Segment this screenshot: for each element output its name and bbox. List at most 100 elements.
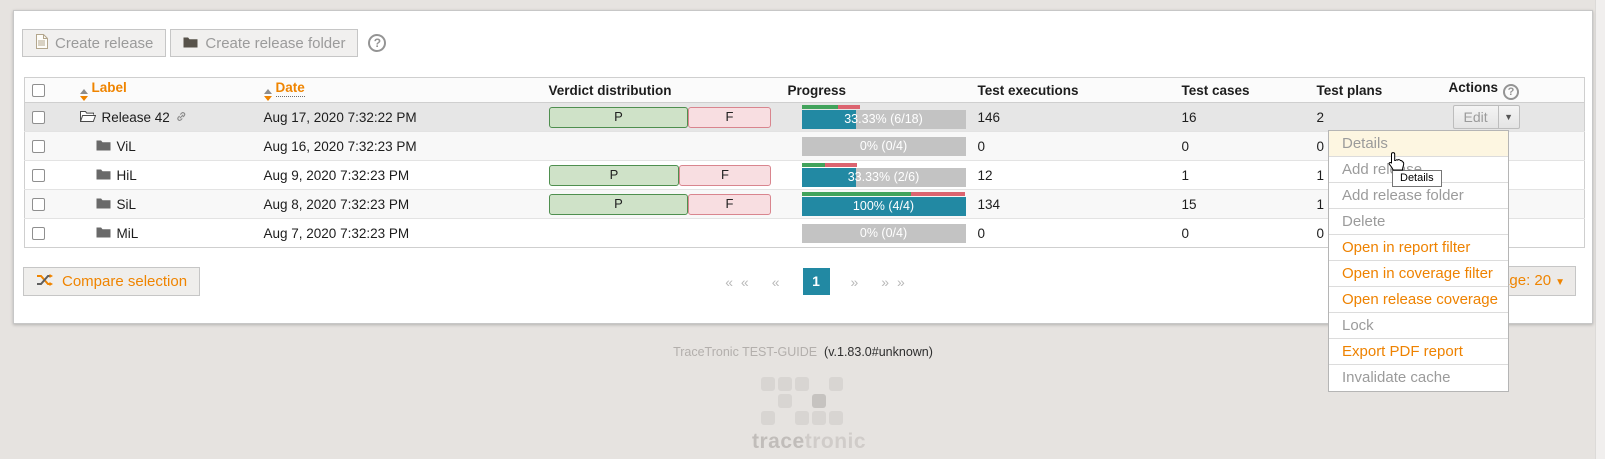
row-checkbox[interactable] xyxy=(32,198,45,212)
progress-bar: 33.33% (2/6) xyxy=(801,163,966,187)
select-all-checkbox[interactable] xyxy=(32,84,45,98)
create-release-folder-button[interactable]: Create release folder xyxy=(170,29,359,57)
actions-help-icon[interactable]: ? xyxy=(1503,84,1520,100)
sort-icon xyxy=(263,88,272,101)
folder-icon xyxy=(96,197,111,212)
create-release-label: Create release xyxy=(55,34,154,52)
row-checkbox[interactable] xyxy=(32,227,45,241)
test-executions-value: 0 xyxy=(961,131,1166,161)
folder-icon xyxy=(96,139,111,154)
toolbar-help-icon[interactable]: ? xyxy=(368,34,387,52)
column-header-cases: Test cases xyxy=(1165,77,1301,103)
tracetronic-logo: tracetronic xyxy=(752,377,867,454)
menu-item-open-release-coverage[interactable]: Open release coverage xyxy=(1329,287,1508,313)
table-header-row: Label Date Verdict distribution Progress… xyxy=(24,77,1585,103)
release-table-body: Release 42 Aug 17, 2020 7:32:22 PM P F 33.33… xyxy=(24,102,1585,248)
edit-button: Edit xyxy=(1463,109,1488,125)
verdict-fail-segment: F xyxy=(688,193,771,215)
scrollbar-track[interactable] xyxy=(1595,0,1605,459)
compare-selection-label: Compare selection xyxy=(62,273,188,290)
footer-version: (v.1.83.0#unknown) xyxy=(824,345,933,359)
create-release-button[interactable]: Create release xyxy=(22,29,167,57)
progress-label: 33.33% (2/6) xyxy=(847,170,920,184)
progress-label: 0% (0/4) xyxy=(859,225,908,240)
chevron-down-icon: ▼ xyxy=(1497,106,1519,128)
row-checkbox[interactable] xyxy=(32,140,45,154)
paginator-page[interactable]: 1 xyxy=(802,268,830,295)
test-executions-value: 0 xyxy=(961,218,1166,248)
column-header-executions: Test executions xyxy=(961,77,1166,103)
verdict-fail-segment: F xyxy=(688,106,771,128)
verdict-fail-segment: F xyxy=(679,164,771,186)
release-date: Aug 8, 2020 7:32:23 PM xyxy=(247,189,533,219)
folder-icon xyxy=(96,168,111,183)
compare-selection-button[interactable]: Compare selection xyxy=(23,267,201,296)
progress-label: 33.33% (6/18) xyxy=(844,112,923,126)
hand-cursor-icon xyxy=(1384,150,1405,179)
menu-item-export-pdf-report[interactable]: Export PDF report xyxy=(1329,339,1508,365)
release-date: Aug 7, 2020 7:32:23 PM xyxy=(247,218,533,248)
paginator-last[interactable]: » » xyxy=(881,273,907,290)
menu-item-details[interactable]: Details xyxy=(1329,131,1508,157)
release-label[interactable]: SiL xyxy=(116,196,137,212)
menu-item-lock[interactable]: Lock xyxy=(1329,313,1508,339)
column-header-date[interactable]: Date xyxy=(247,77,533,103)
edit-split-button[interactable]: Edit ▼ xyxy=(1452,105,1520,129)
column-header-plans: Test plans xyxy=(1300,77,1433,103)
column-header-actions: Actions? xyxy=(1432,77,1585,103)
menu-item-open-in-report-filter[interactable]: Open in report filter xyxy=(1329,235,1508,261)
paginator-next[interactable]: » xyxy=(850,273,861,290)
row-checkbox[interactable] xyxy=(32,169,45,183)
test-cases-value: 15 xyxy=(1165,189,1301,219)
test-executions-value: 134 xyxy=(961,189,1166,219)
release-label[interactable]: HiL xyxy=(116,167,137,183)
table-row: Release 42 Aug 17, 2020 7:32:22 PM P F 33.33… xyxy=(24,102,1585,132)
test-executions-value: 12 xyxy=(961,160,1166,190)
footer: TraceTronic TEST-GUIDE (v.1.83.0#unknown… xyxy=(13,345,1593,359)
compare-icon xyxy=(36,273,54,291)
progress-label: 0% (0/4) xyxy=(859,138,908,153)
progress-bar: 0% (0/4) xyxy=(801,136,966,156)
chevron-down-icon: ▼ xyxy=(1555,277,1565,288)
menu-item-invalidate-cache[interactable]: Invalidate cache xyxy=(1329,365,1508,391)
test-plans-value: 2 xyxy=(1300,102,1433,132)
toolbar: Create release Create release folder ? xyxy=(22,29,387,57)
verdict-pass-segment: P xyxy=(548,193,689,215)
menu-item-add-release-folder[interactable]: Add release folder xyxy=(1329,183,1508,209)
paginator-first[interactable]: « « xyxy=(725,273,751,290)
link-icon[interactable] xyxy=(176,110,187,125)
paginator: « « « 1 » » » xyxy=(706,267,926,296)
column-header-label[interactable]: Label xyxy=(63,77,248,103)
logo-wordmark: tracetronic xyxy=(752,430,867,453)
release-label[interactable]: MiL xyxy=(116,225,139,241)
test-cases-value: 0 xyxy=(1165,131,1301,161)
verdict-mini-bar xyxy=(801,192,966,196)
release-label[interactable]: Release 42 xyxy=(101,109,170,125)
progress-bar: 33.33% (6/18) xyxy=(801,105,966,129)
release-date: Aug 9, 2020 7:32:23 PM xyxy=(247,160,533,190)
sort-icon xyxy=(79,88,88,101)
page-size-label: age: 20 xyxy=(1501,272,1552,289)
row-checkbox[interactable] xyxy=(32,111,45,125)
verdict-mini-bar xyxy=(801,163,966,167)
release-label[interactable]: ViL xyxy=(116,138,136,154)
column-header-verdict: Verdict distribution xyxy=(532,77,772,103)
document-icon xyxy=(35,33,48,53)
test-cases-value: 1 xyxy=(1165,160,1301,190)
test-executions-value: 146 xyxy=(961,102,1166,132)
logo-squares xyxy=(761,377,843,425)
progress-bar: 0% (0/4) xyxy=(801,223,966,243)
release-date: Aug 17, 2020 7:32:22 PM xyxy=(247,102,533,132)
folder-icon xyxy=(183,35,198,52)
paginator-prev[interactable]: « xyxy=(771,273,782,290)
menu-item-delete[interactable]: Delete xyxy=(1329,209,1508,235)
create-release-folder-label: Create release folder xyxy=(205,34,346,52)
menu-item-open-in-coverage-filter[interactable]: Open in coverage filter xyxy=(1329,261,1508,287)
table-row: MiL Aug 7, 2020 7:32:23 PM 0% (0/4) 0 0 0 xyxy=(24,218,1585,248)
test-cases-value: 16 xyxy=(1165,102,1301,132)
footer-app-name: TraceTronic TEST-GUIDE xyxy=(673,345,818,359)
release-date: Aug 16, 2020 7:32:23 PM xyxy=(247,131,533,161)
